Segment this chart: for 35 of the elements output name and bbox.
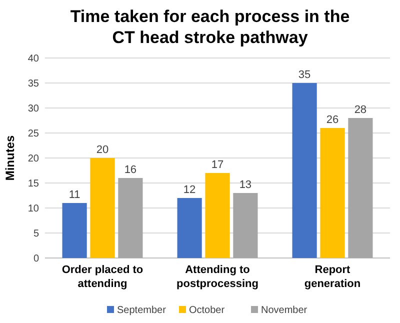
data-label: 11 (68, 189, 80, 201)
legend-label: November (261, 305, 308, 316)
y-tick-label: 40 (28, 54, 40, 64)
chart-title: Time taken for each process in the CT head stroke pathway (70, 7, 350, 47)
y-tick-label: 20 (28, 154, 40, 164)
data-label: 35 (298, 69, 311, 81)
bar (177, 198, 202, 258)
bar (62, 203, 87, 258)
y-tick-label: 35 (28, 78, 40, 90)
bar (118, 178, 143, 258)
y-tick-label: 0 (33, 254, 40, 264)
data-label: 20 (96, 144, 109, 156)
data-label: 26 (326, 114, 339, 126)
y-tick-label: 15 (28, 178, 40, 190)
x-tick-label: Report generation (304, 264, 361, 290)
bar (205, 173, 230, 258)
legend-label: September (117, 305, 167, 316)
data-label: 16 (124, 164, 137, 176)
data-label: 13 (239, 179, 252, 191)
legend-label: October (189, 305, 226, 316)
bar (90, 158, 115, 258)
x-tick-label: Attending to postprocessing (176, 264, 258, 290)
y-tick-label: 5 (33, 228, 40, 240)
x-tick-label: Order placed to attending (62, 264, 144, 290)
y-tick-label: 30 (28, 104, 40, 114)
y-axis-title: Minutes (3, 135, 17, 181)
bar (292, 83, 317, 258)
bar (233, 193, 258, 258)
data-label: 17 (211, 159, 224, 171)
bar (348, 118, 373, 258)
y-tick-label: 10 (28, 204, 40, 214)
y-tick-label: 25 (28, 128, 40, 140)
data-label: 12 (183, 184, 196, 196)
bar (320, 128, 345, 258)
data-label: 28 (354, 104, 367, 116)
